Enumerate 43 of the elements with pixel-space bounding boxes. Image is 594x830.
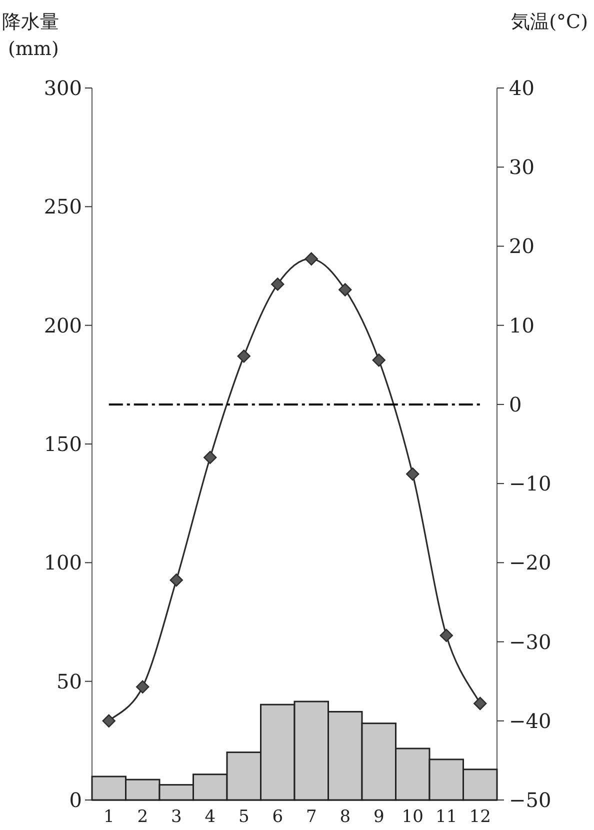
y2-tick-label: 10 — [509, 313, 534, 338]
x-tick-label: 2 — [137, 807, 148, 827]
x-tick-label: 7 — [306, 807, 317, 827]
y-axis-title: 降水量 (mm) — [2, 11, 59, 60]
y2-tick-label: −20 — [509, 550, 552, 575]
x-tick-label: 12 — [469, 807, 491, 827]
x-tick-label: 1 — [103, 807, 114, 827]
x-tick-label: 9 — [373, 807, 384, 827]
point — [406, 467, 420, 481]
y2-tick-label: −30 — [509, 630, 552, 654]
point — [372, 354, 386, 367]
point — [271, 278, 284, 291]
y-tick-label: 300 — [44, 76, 82, 100]
point — [237, 350, 250, 363]
x-tick-label: 3 — [170, 807, 182, 827]
y-tick-label: 150 — [44, 432, 82, 456]
y-tick-label: 100 — [44, 550, 82, 575]
y-tick-label: 250 — [44, 194, 82, 219]
y2-tick-label: 0 — [509, 392, 522, 416]
y2-tick-label: 20 — [509, 234, 534, 258]
point — [204, 450, 217, 464]
x-tick-label: 6 — [272, 807, 284, 827]
point — [304, 252, 318, 266]
point — [136, 680, 150, 694]
y2-tick-label: 40 — [509, 76, 534, 100]
y-tick-label: 50 — [56, 669, 82, 694]
y-tick-label: 0 — [69, 788, 82, 812]
y-tick-label: 200 — [44, 313, 82, 338]
point — [440, 628, 453, 642]
point — [170, 573, 183, 587]
x-tick-label: 10 — [402, 807, 424, 827]
y2-tick-label: −50 — [509, 788, 552, 812]
y2-axis-title: 気温(°C) — [511, 11, 588, 33]
x-tick-label: 4 — [204, 807, 216, 827]
point — [102, 714, 116, 728]
y2-tick-label: 30 — [509, 155, 534, 180]
y2-tick-label: −10 — [509, 472, 552, 496]
point — [474, 696, 487, 710]
x-tick-label: 11 — [436, 807, 458, 827]
y2-tick-label: −40 — [509, 708, 552, 733]
x-tick-label: 5 — [238, 807, 250, 827]
x-tick-label: 8 — [340, 807, 351, 827]
point — [338, 283, 352, 296]
